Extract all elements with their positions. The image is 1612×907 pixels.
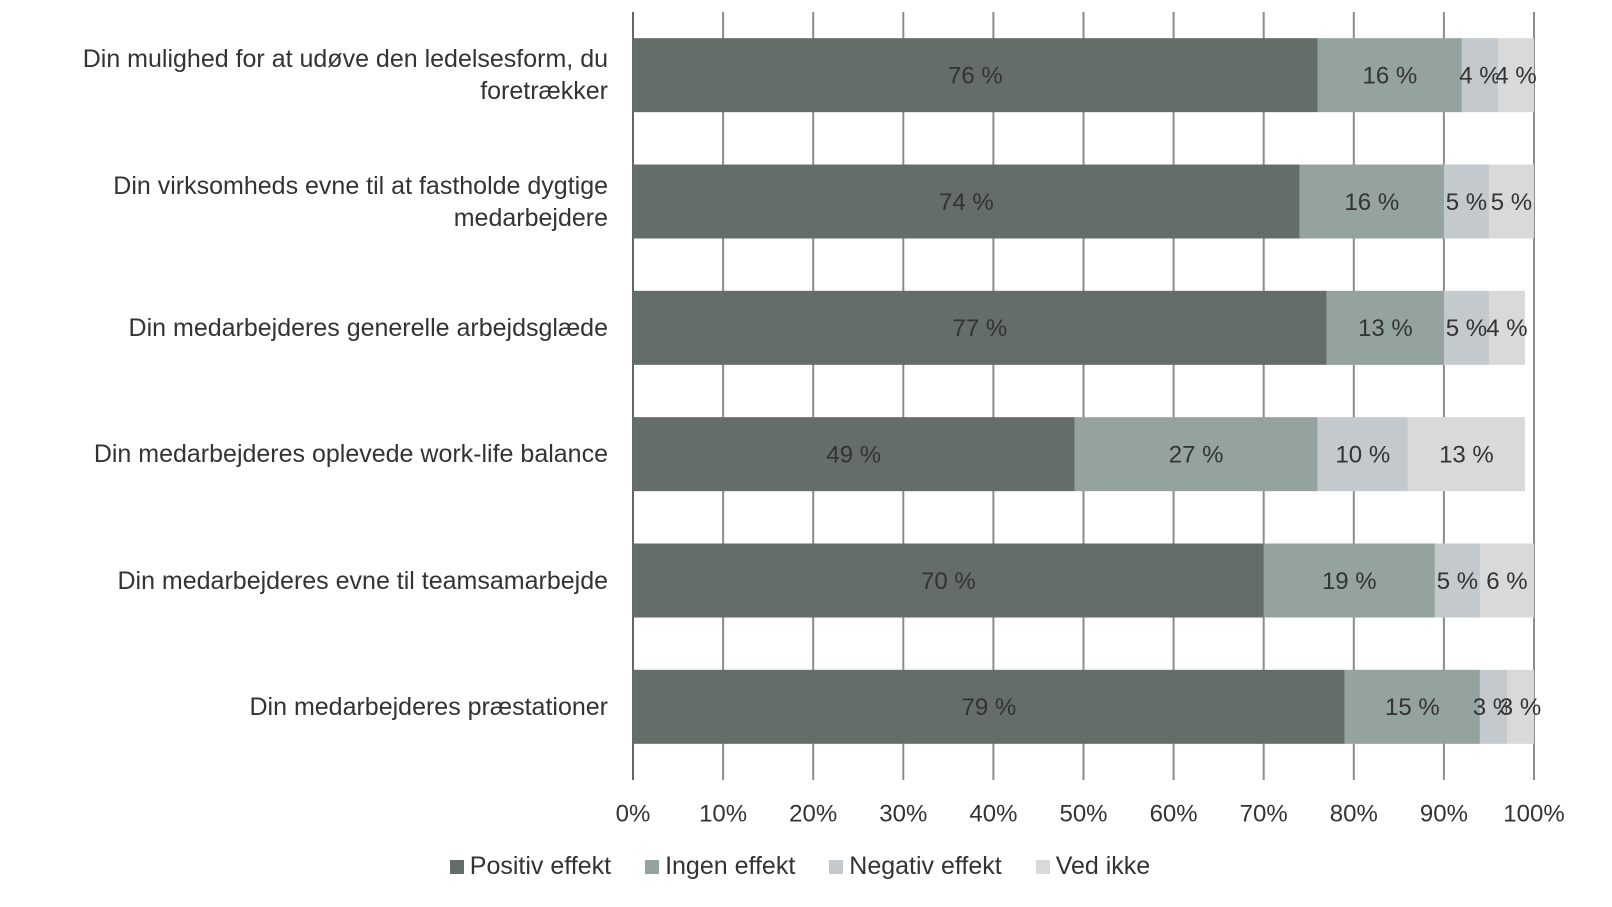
data-label: 10 % xyxy=(1335,442,1390,469)
x-tick-label: 30% xyxy=(879,800,927,827)
bar-segment xyxy=(1461,38,1498,113)
bar-segment xyxy=(1344,669,1480,744)
data-label: 76 % xyxy=(948,63,1003,90)
legend-label: Negativ effekt xyxy=(849,852,1002,880)
bar-segment xyxy=(633,38,1318,113)
x-tick-label: 80% xyxy=(1330,800,1378,827)
x-tick-label: 90% xyxy=(1420,800,1468,827)
category-label: Din mulighed for at udøve den ledelsesfo… xyxy=(82,45,608,106)
x-tick-label: 0% xyxy=(616,800,651,827)
data-label: 4 % xyxy=(1459,63,1500,90)
category-label: Din medarbejderes generelle arbejdsglæde xyxy=(128,313,608,342)
data-label: 27 % xyxy=(1169,442,1224,469)
data-label: 70 % xyxy=(921,568,976,595)
bar-segment xyxy=(1497,38,1534,113)
legend-label: Positiv effekt xyxy=(469,852,612,880)
category-label: Din medarbejderes præstationer xyxy=(249,692,608,721)
data-label: 4 % xyxy=(1495,63,1536,90)
bar-segment xyxy=(1299,164,1444,239)
data-label: 77 % xyxy=(953,315,1008,342)
bar-segment xyxy=(1434,543,1480,618)
bar-segment xyxy=(1074,417,1318,492)
bar-segment xyxy=(633,417,1075,492)
category-label: Din medarbejderes evne til teamsamarbejd… xyxy=(117,566,608,595)
bar-segment xyxy=(1479,543,1534,618)
data-label: 5 % xyxy=(1446,315,1487,342)
legend-swatch xyxy=(645,859,660,874)
x-tick-label: 40% xyxy=(969,800,1017,827)
bar-segment xyxy=(1317,417,1408,492)
legend-label: Ingen effekt xyxy=(665,852,796,880)
bar-segment xyxy=(1479,669,1507,744)
legend-item: Ingen effekt xyxy=(645,852,795,881)
x-tick-label: 70% xyxy=(1240,800,1288,827)
data-label: 5 % xyxy=(1446,189,1487,216)
data-label: 3 % xyxy=(1500,694,1541,721)
data-label: 49 % xyxy=(826,442,881,469)
legend-label: Ved ikke xyxy=(1055,852,1151,880)
legend: Positiv effekt Ingen effekt Negativ effekt… xyxy=(0,852,1600,881)
legend-swatch xyxy=(1035,859,1050,874)
data-label: 6 % xyxy=(1486,568,1527,595)
data-label: 5 % xyxy=(1437,568,1478,595)
bar-segment xyxy=(633,164,1300,239)
bar-segment xyxy=(1488,164,1534,239)
legend-swatch xyxy=(449,859,464,874)
bar-segment xyxy=(1443,164,1489,239)
data-label: 13 % xyxy=(1358,315,1413,342)
data-label: 16 % xyxy=(1362,63,1417,90)
legend-item: Positiv effekt xyxy=(449,852,612,881)
x-tick-label: 60% xyxy=(1150,800,1198,827)
x-tick-label: 50% xyxy=(1059,800,1107,827)
x-tick-label: 20% xyxy=(789,800,837,827)
data-label: 15 % xyxy=(1385,694,1440,721)
legend-item: Negativ effekt xyxy=(829,852,1002,881)
x-tick-label: 100% xyxy=(1503,800,1564,827)
legend-swatch xyxy=(829,859,844,874)
bar-segment xyxy=(633,290,1327,365)
data-label: 74 % xyxy=(939,189,994,216)
bar-segment xyxy=(1317,38,1462,113)
bar-segment xyxy=(1263,543,1435,618)
bar-segment xyxy=(633,669,1345,744)
x-tick-label: 10% xyxy=(699,800,747,827)
data-label: 13 % xyxy=(1439,442,1494,469)
data-label: 5 % xyxy=(1491,189,1532,216)
data-label: 79 % xyxy=(962,694,1017,721)
category-label: Din medarbejderes oplevede work-life bal… xyxy=(93,440,608,469)
bar-segment xyxy=(1407,417,1525,492)
bar-segment xyxy=(1506,669,1534,744)
category-label: Din virksomheds evne til at fastholde dy… xyxy=(113,171,608,232)
bar-segment xyxy=(1443,290,1489,365)
bar-segment xyxy=(1326,290,1444,365)
bar-segment xyxy=(633,543,1264,618)
data-label: 19 % xyxy=(1322,568,1377,595)
data-label: 4 % xyxy=(1486,315,1527,342)
legend-item: Ved ikke xyxy=(1035,852,1151,881)
data-label: 16 % xyxy=(1344,189,1399,216)
bar-segment xyxy=(1488,290,1525,365)
